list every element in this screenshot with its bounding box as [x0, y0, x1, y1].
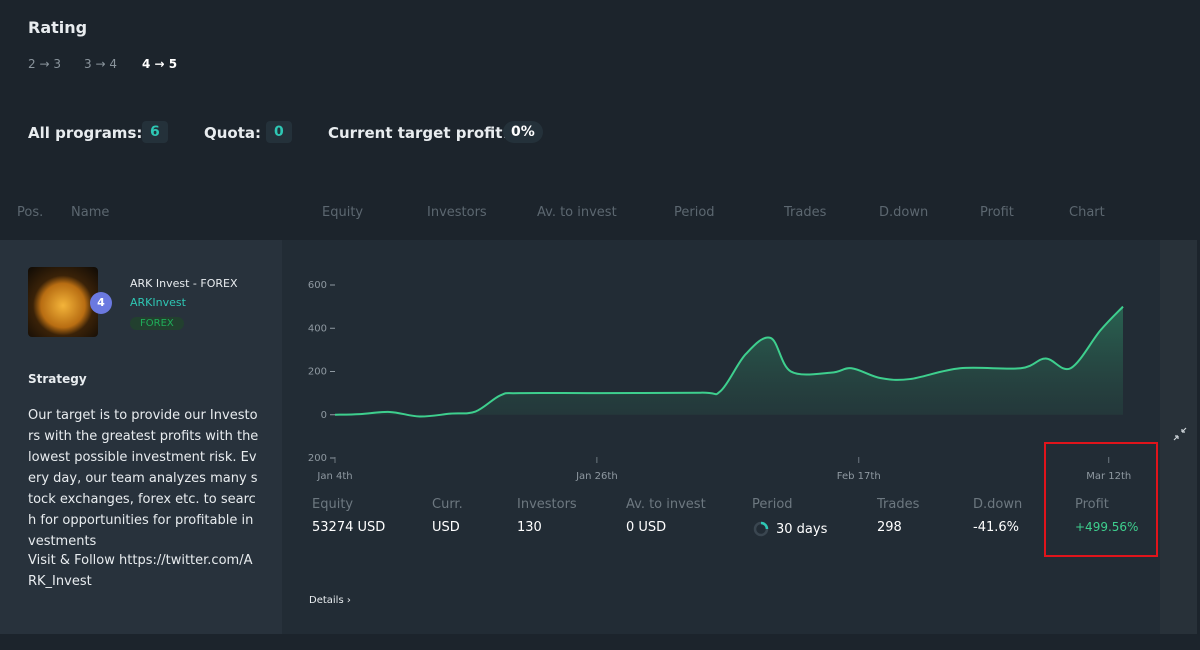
y-tick-label: 600: [308, 280, 327, 291]
column-header[interactable]: Name: [71, 205, 110, 220]
summary-label: D.down: [973, 497, 1023, 512]
summary-label: Trades: [877, 497, 920, 512]
tab[interactable]: 3 → 4: [84, 57, 117, 71]
summary-value: 130: [517, 520, 542, 535]
area: [335, 306, 1123, 417]
tab[interactable]: 2 → 3: [28, 57, 61, 71]
x-tick-label: Mar 12th: [1086, 471, 1131, 482]
summary-value: 30 days: [776, 522, 828, 537]
column-header[interactable]: Period: [674, 205, 715, 220]
x-tick-label: Jan 4th: [316, 471, 352, 482]
column-header[interactable]: Chart: [1069, 205, 1105, 220]
summary-label: Period: [752, 497, 793, 512]
x-tick-label: Jan 26th: [575, 471, 618, 482]
column-header[interactable]: Pos.: [17, 205, 44, 220]
column-header[interactable]: Av. to invest: [537, 205, 617, 220]
stat-value: 0: [266, 121, 292, 143]
program-name[interactable]: ARK Invest - FOREX: [130, 277, 238, 290]
column-header[interactable]: Investors: [427, 205, 487, 220]
column-header[interactable]: D.down: [879, 205, 929, 220]
stat-value: 6: [142, 121, 168, 143]
stat-label: Current target profit:: [328, 124, 509, 142]
summary-value: +499.56%: [1075, 520, 1139, 534]
summary-value: 53274 USD: [312, 520, 386, 535]
strategy-text: Our target is to provide our Investors w…: [28, 408, 259, 549]
summary-value: 0 USD: [626, 520, 667, 535]
summary-label: Curr.: [432, 497, 463, 512]
tab[interactable]: 4 → 5: [142, 57, 178, 71]
manager-name[interactable]: ARKInvest: [130, 296, 186, 309]
highlight-box: [1044, 442, 1158, 557]
profit-chart: 600 400 200 0 200 Jan 4th Jan 26th Feb 17th Mar …: [308, 280, 1131, 482]
collapse-icon[interactable]: [1172, 426, 1188, 442]
level-badge: 4: [90, 292, 112, 314]
details-link[interactable]: Details ›: [309, 595, 351, 606]
column-header[interactable]: Trades: [784, 205, 827, 220]
strategy-title: Strategy: [28, 372, 87, 386]
period-icon: [753, 521, 769, 537]
summary-value: 298: [877, 520, 902, 535]
y-tick-label: 200: [308, 367, 327, 378]
page-title: Rating: [28, 18, 88, 37]
column-header[interactable]: Profit: [980, 205, 1014, 220]
summary-value: -41.6%: [973, 520, 1019, 535]
x-tick-label: Feb 17th: [837, 471, 881, 482]
program-avatar: [28, 267, 98, 337]
column-header[interactable]: Equity: [322, 205, 364, 220]
summary-label: Equity: [312, 497, 354, 512]
stat-label: Quota:: [204, 124, 262, 142]
summary-label: Av. to invest: [626, 497, 706, 512]
line: [334, 305, 1124, 418]
summary-value: USD: [432, 520, 460, 535]
program-tag: FOREX: [130, 317, 184, 330]
stat-label: All programs:: [28, 124, 143, 142]
stat-value: 0%: [503, 121, 543, 143]
y-tick-label: 400: [308, 323, 327, 334]
y-tick-label: 0: [321, 410, 327, 421]
visit-text: Visit & Follow https://twitter.com/ARK_I…: [28, 553, 253, 589]
y-tick-label: 200: [308, 453, 327, 464]
summary-label: Profit: [1075, 497, 1109, 512]
summary-label: Investors: [517, 497, 577, 512]
